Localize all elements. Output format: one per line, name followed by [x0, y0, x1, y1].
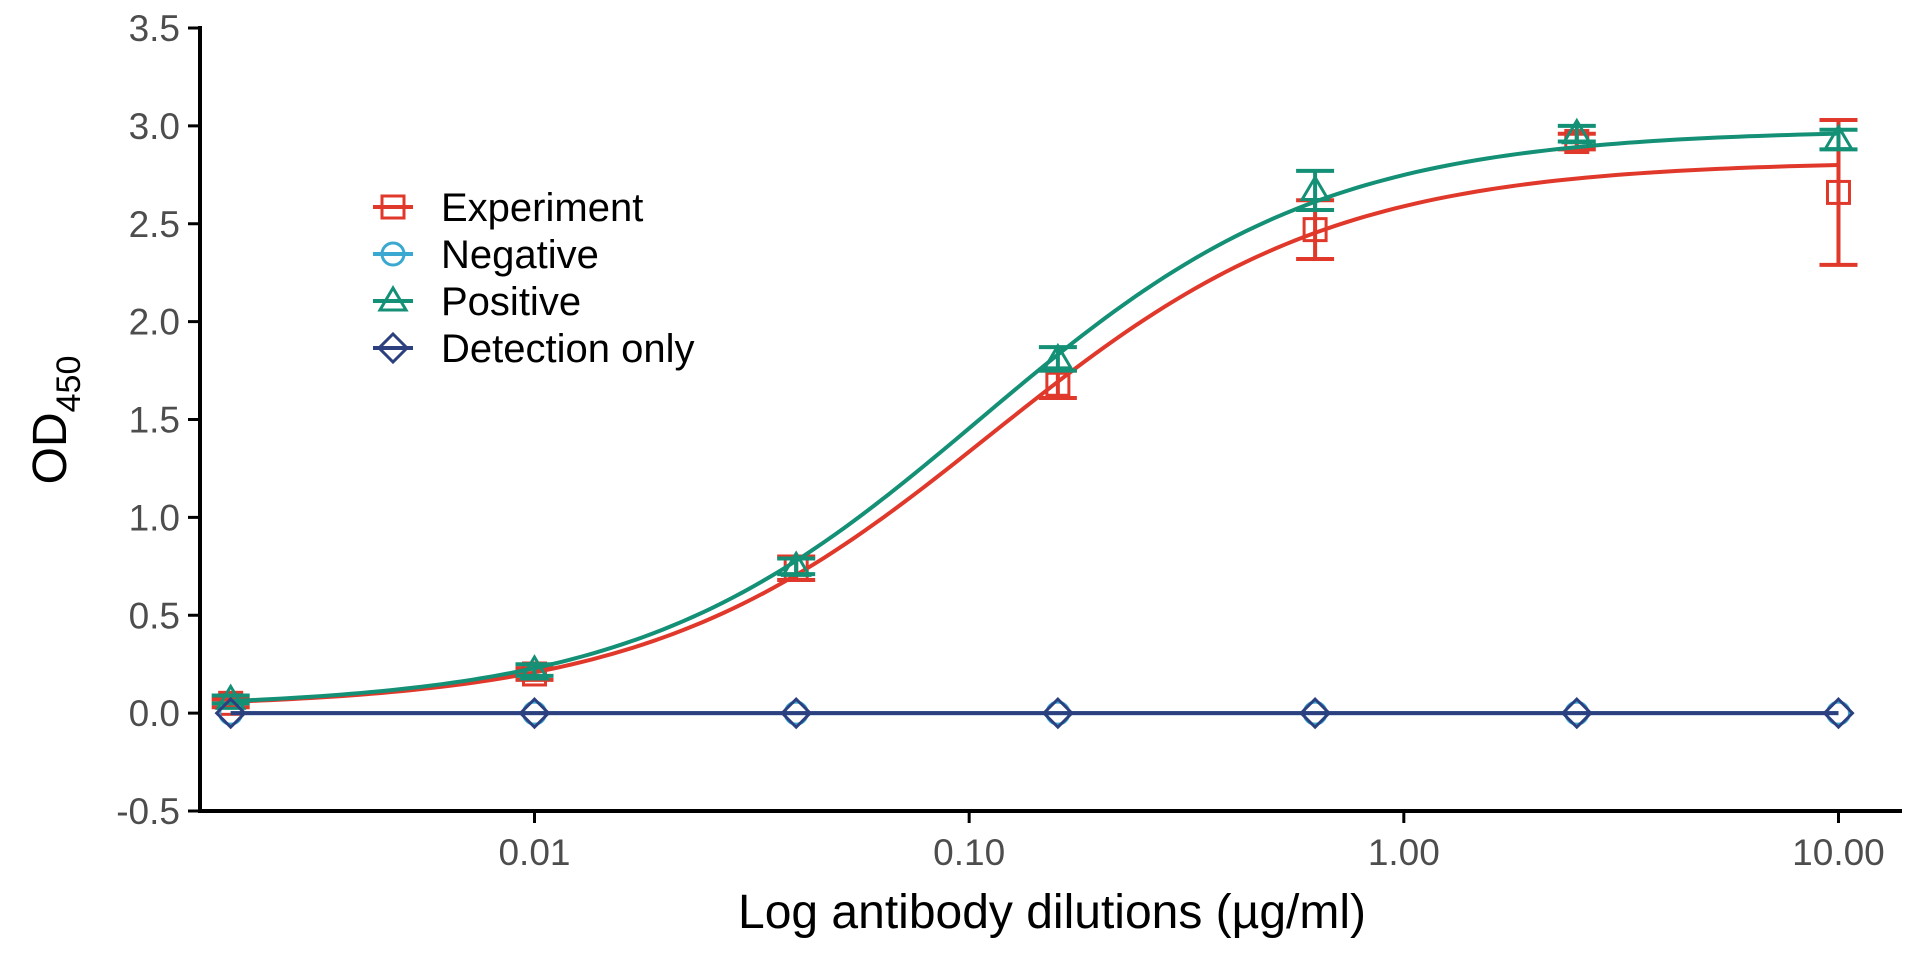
legend-label: Experiment — [441, 186, 643, 230]
axes-layer — [198, 26, 1902, 813]
data-point-positive — [1561, 117, 1593, 145]
x-tick-label: 1.00 — [1368, 832, 1440, 873]
legend-item-negative: Negative — [373, 233, 599, 277]
legend-label: Detection only — [441, 327, 694, 371]
series-positive — [211, 117, 1858, 710]
data-point-positive — [215, 683, 247, 710]
data-point-detection-only — [1822, 697, 1855, 730]
data-point-positive — [518, 654, 551, 681]
legend-label: Negative — [441, 233, 599, 277]
x-tick-label: 0.01 — [498, 832, 570, 873]
y-axis-title-subscript: 450 — [50, 356, 88, 413]
y-axis-title: OD450 — [24, 356, 88, 485]
data-point-experiment — [1045, 371, 1071, 397]
data-point-detection-only — [1560, 697, 1593, 730]
y-tick-label: 1.5 — [129, 400, 180, 441]
tick-layer: -0.5 0.0 0.5 1.0 1.5 2.0 2.5 3.0 3.5 0.01 0.10 1.00… — [116, 8, 1885, 873]
y-tick-label: 0.5 — [129, 595, 180, 636]
legend-item-experiment: Experiment — [373, 186, 643, 230]
data-point-positive — [1042, 342, 1074, 370]
x-tick-label: 0.10 — [933, 832, 1005, 873]
y-axis-title-main: OD — [24, 412, 77, 484]
series-detection-only — [214, 697, 1855, 730]
legend-item-positive: Positive — [373, 280, 581, 324]
data-point-positive — [1299, 174, 1331, 201]
legend-key-square-icon — [380, 194, 406, 220]
data-point-detection-only — [214, 697, 247, 730]
data-point-positive — [1822, 123, 1855, 151]
y-tick-label: -0.5 — [116, 791, 180, 832]
series-line-positive — [230, 131, 1839, 703]
y-tick-label: 2.5 — [129, 204, 180, 245]
data-point-detection-only — [1041, 697, 1075, 730]
legend-key-triangle-icon — [377, 285, 409, 312]
y-tick-label: 2.0 — [129, 302, 180, 343]
legend-key-circle-icon — [380, 241, 406, 267]
y-tick-label: 3.5 — [129, 8, 180, 49]
data-point-detection-only — [780, 697, 813, 730]
legend-key-diamond-icon — [376, 331, 410, 365]
y-tick-label: 0.0 — [129, 693, 180, 734]
x-tick-label: 10.00 — [1792, 832, 1885, 873]
data-point-detection-only — [1298, 697, 1332, 730]
y-tick-label: 3.0 — [129, 106, 180, 147]
x-axis-title: Log antibody dilutions (µg/ml) — [738, 886, 1366, 939]
legend-label: Positive — [441, 280, 581, 324]
data-point-detection-only — [518, 697, 551, 730]
data-point-experiment — [1302, 217, 1328, 243]
data-point-experiment — [1825, 179, 1851, 205]
legend-item-detection-only: Detection only — [373, 327, 694, 371]
y-tick-label: 1.0 — [129, 497, 180, 538]
data-point-positive — [780, 550, 812, 577]
series-line-experiment — [230, 162, 1839, 704]
series-layer — [211, 117, 1858, 730]
